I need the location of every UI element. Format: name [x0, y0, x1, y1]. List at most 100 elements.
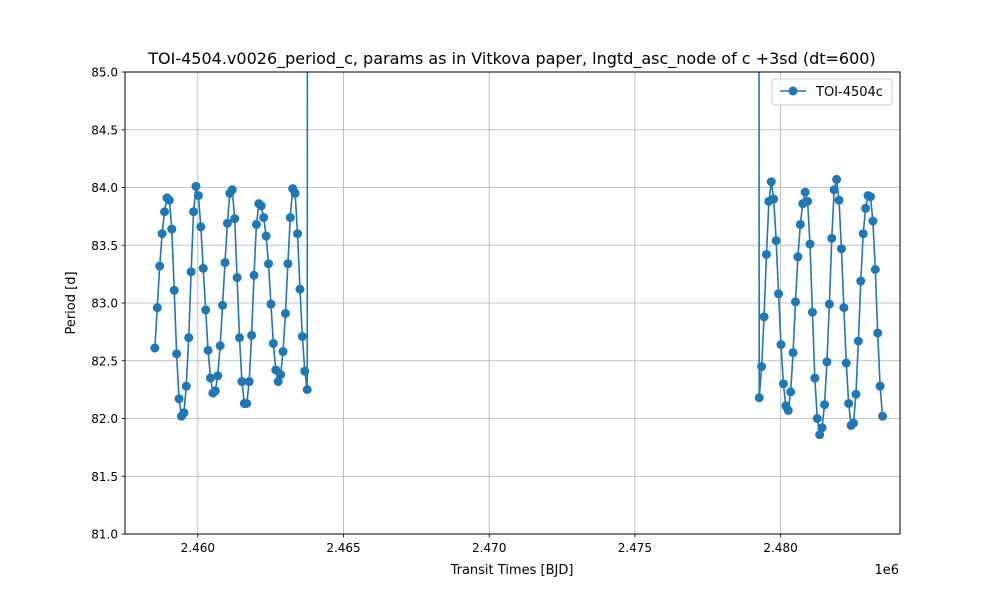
axis-ticks: 2.460 2.465 2.470 2.475 2.480 81.0 81.5 82.0 82.…: [91, 66, 797, 556]
data-point: [783, 405, 793, 415]
data-point: [210, 386, 220, 396]
x-axis-offset-label: 1e6: [874, 563, 899, 578]
data-point: [222, 218, 232, 228]
data-point: [152, 303, 162, 313]
data-point: [179, 408, 189, 418]
data-point: [754, 393, 764, 403]
data-point: [193, 191, 203, 201]
data-point: [851, 389, 861, 399]
data-point: [771, 236, 781, 246]
data-point: [839, 303, 849, 313]
data-point: [155, 261, 165, 271]
data-point: [203, 345, 213, 355]
data-point: [184, 333, 194, 343]
data-point: [873, 328, 883, 338]
data-point: [186, 267, 196, 277]
data-point: [227, 185, 237, 195]
data-point: [174, 394, 184, 404]
data-point: [264, 259, 274, 269]
data-point: [196, 222, 206, 232]
data-point: [215, 341, 225, 351]
data-point: [160, 207, 170, 217]
x-tick-label: 2.465: [326, 541, 360, 555]
data-point: [774, 289, 784, 299]
data-point: [232, 273, 242, 283]
data-point: [293, 229, 303, 239]
data-point: [266, 299, 276, 309]
data-point: [761, 249, 771, 259]
data-point: [278, 347, 288, 357]
data-point: [865, 192, 875, 202]
data-point: [788, 348, 798, 358]
data-point: [803, 196, 813, 206]
chart-title: TOI-4504.v0026_period_c, params as in Vi…: [147, 49, 875, 69]
data-point: [820, 400, 830, 410]
data-point: [868, 216, 878, 226]
data-point: [297, 332, 307, 341]
data-point: [856, 276, 866, 286]
data-point: [878, 411, 888, 421]
data-point: [280, 308, 290, 318]
data-point: [290, 188, 300, 198]
data-point: [800, 187, 810, 197]
data-point: [858, 229, 868, 239]
data-point: [244, 377, 254, 387]
data-point: [769, 194, 779, 204]
legend: TOI-4504c: [771, 78, 893, 106]
x-tick-label: 2.475: [618, 541, 652, 555]
data-point: [150, 343, 160, 353]
y-tick-label: 81.0: [91, 528, 118, 542]
data-point: [875, 381, 885, 391]
legend-box: [771, 78, 893, 106]
data-point: [810, 373, 820, 383]
data-point: [273, 377, 283, 387]
data-point: [201, 305, 211, 315]
data-point: [832, 174, 842, 184]
y-tick-label: 82.0: [91, 412, 118, 426]
data-point: [834, 195, 844, 205]
data-point: [829, 185, 839, 195]
data-point: [793, 252, 803, 262]
data-point: [805, 239, 815, 249]
data-point: [795, 219, 805, 229]
x-tick-label: 2.480: [763, 541, 797, 555]
series-toi-4504c: [150, 72, 888, 440]
data-point: [759, 312, 769, 322]
data-point: [776, 340, 786, 350]
data-point: [205, 373, 215, 383]
data-point: [172, 349, 182, 359]
data-point: [261, 231, 271, 241]
legend-marker-swatch: [788, 86, 798, 96]
data-point: [218, 300, 228, 310]
data-point: [167, 224, 177, 234]
data-point: [268, 338, 278, 348]
data-point: [836, 244, 846, 254]
data-point: [251, 219, 261, 229]
data-point: [213, 371, 223, 381]
data-point: [247, 330, 257, 340]
data-point: [181, 381, 191, 391]
y-tick-label: 81.5: [91, 470, 118, 484]
x-axis-label: Transit Times [BJD]: [450, 563, 574, 578]
data-point: [198, 263, 208, 273]
data-point: [235, 333, 244, 343]
data-point: [853, 336, 863, 346]
data-point: [766, 177, 776, 187]
data-point: [164, 195, 174, 205]
data-point: [757, 362, 767, 372]
data-point: [817, 423, 827, 433]
data-point: [844, 398, 854, 408]
data-point: [302, 385, 312, 395]
data-point: [824, 299, 834, 309]
data-point: [259, 213, 269, 223]
data-point: [870, 265, 880, 274]
y-tick-label: 84.5: [91, 123, 118, 137]
data-point: [778, 379, 788, 389]
data-point: [827, 233, 837, 243]
data-point: [189, 207, 199, 217]
data-point: [812, 414, 822, 423]
data-point: [822, 357, 832, 367]
data-point: [249, 270, 259, 280]
data-point: [242, 398, 252, 408]
